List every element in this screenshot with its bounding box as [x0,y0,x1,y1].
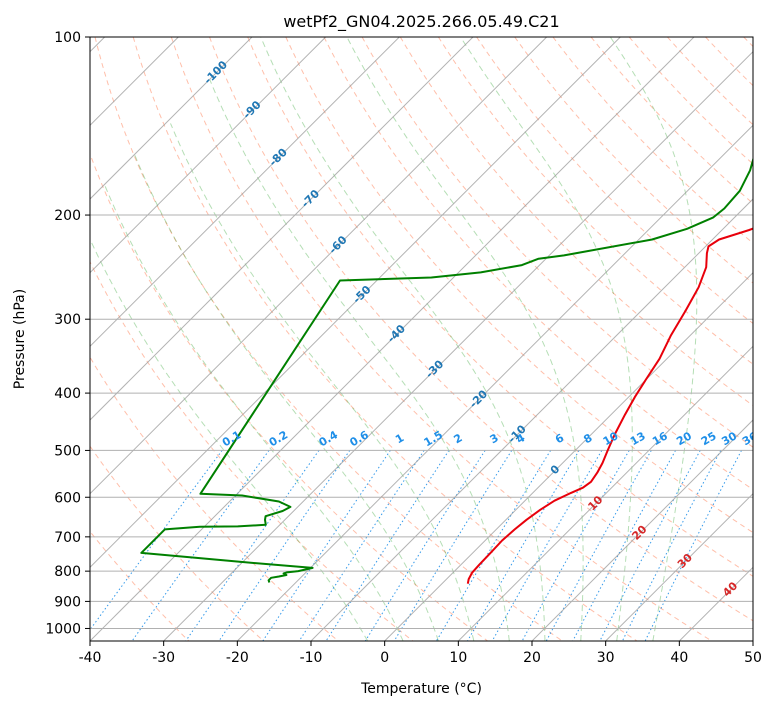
y-tick-label: 400 [54,386,81,402]
moist-adiabat-line [260,37,546,641]
y-axis-title: Pressure (hPa) [12,289,28,389]
dry-adiabat-line [399,37,753,407]
x-tick-label: -40 [79,650,102,666]
isotherm-line [605,492,753,641]
isotherm-line [457,345,753,641]
mixing-ratio-line [262,450,391,641]
x-tick-label: 40 [670,650,688,666]
mixing-ratio-line [185,450,320,641]
x-tick-label: 30 [597,650,615,666]
plot-frame [89,36,754,642]
moist-adiabat-line [104,184,404,641]
dewpoint-profile-line [140,156,753,583]
isotherm-line [531,419,753,641]
dry-adiabat-line [132,37,638,641]
dry-adiabat-line [90,152,488,641]
isotherm-line [90,37,400,348]
isotherm-line [90,37,695,641]
isotherm-line [384,271,753,641]
mixing-ratio-line [545,450,652,641]
mixing-ratio-line [90,450,223,631]
mixing-ratio-line [644,450,742,641]
x-axis-title: Temperature (°C) [360,681,482,697]
dry-adiabat-line [94,37,563,641]
isotherm-line [236,124,753,641]
y-tick-label: 900 [54,594,81,610]
isotherm-line [163,50,753,641]
y-tick-label: 200 [54,208,81,224]
isotherm-line [310,198,753,641]
temperature-profile-line [466,227,753,584]
y-tick-label: 1000 [45,621,81,637]
dry-adiabat-line [90,445,264,641]
mixing-ratio-line [218,450,351,641]
x-tick-label: -10 [300,650,323,666]
x-tick-label: 50 [744,650,762,666]
dry-adiabat-line [90,356,339,641]
moist-adiabat-line [209,79,510,641]
x-tick-label: -30 [152,650,175,666]
dry-adiabat-line [323,37,753,491]
mixing-ratio-line [491,450,603,641]
isotherm-line [90,37,253,200]
y-tick-label: 600 [54,490,81,506]
mixing-ratio-line [621,450,722,641]
dry-adiabat-line [361,37,753,448]
y-tick-label: 500 [54,443,81,459]
isotherm-line [90,37,474,421]
x-tick-label: 10 [449,650,467,666]
mixing-ratio-line [364,450,486,641]
mixing-ratio-line [572,450,676,641]
mixing-ratio-line [599,450,701,641]
y-tick-label: 700 [54,530,81,546]
y-tick-label: 800 [54,564,81,580]
y-tick-label: 300 [54,312,81,328]
moist-adiabat-line [90,237,369,641]
chart-title: wetPf2_GN04.2025.266.05.49.C21 [283,12,559,32]
x-tick-label: 20 [523,650,541,666]
x-tick-label: -20 [226,650,249,666]
isotherm-line [90,37,621,569]
dry-adiabat-line [247,37,753,577]
isotherm-line [90,37,548,495]
y-tick-label: 100 [54,30,81,46]
isotherm-line [90,37,327,274]
moist-adiabat-line [609,37,698,641]
moist-adiabat-line [346,37,584,641]
moist-adiabat-line [170,123,475,641]
mixing-ratio-line [298,450,425,641]
x-tick-label: 0 [380,650,389,666]
